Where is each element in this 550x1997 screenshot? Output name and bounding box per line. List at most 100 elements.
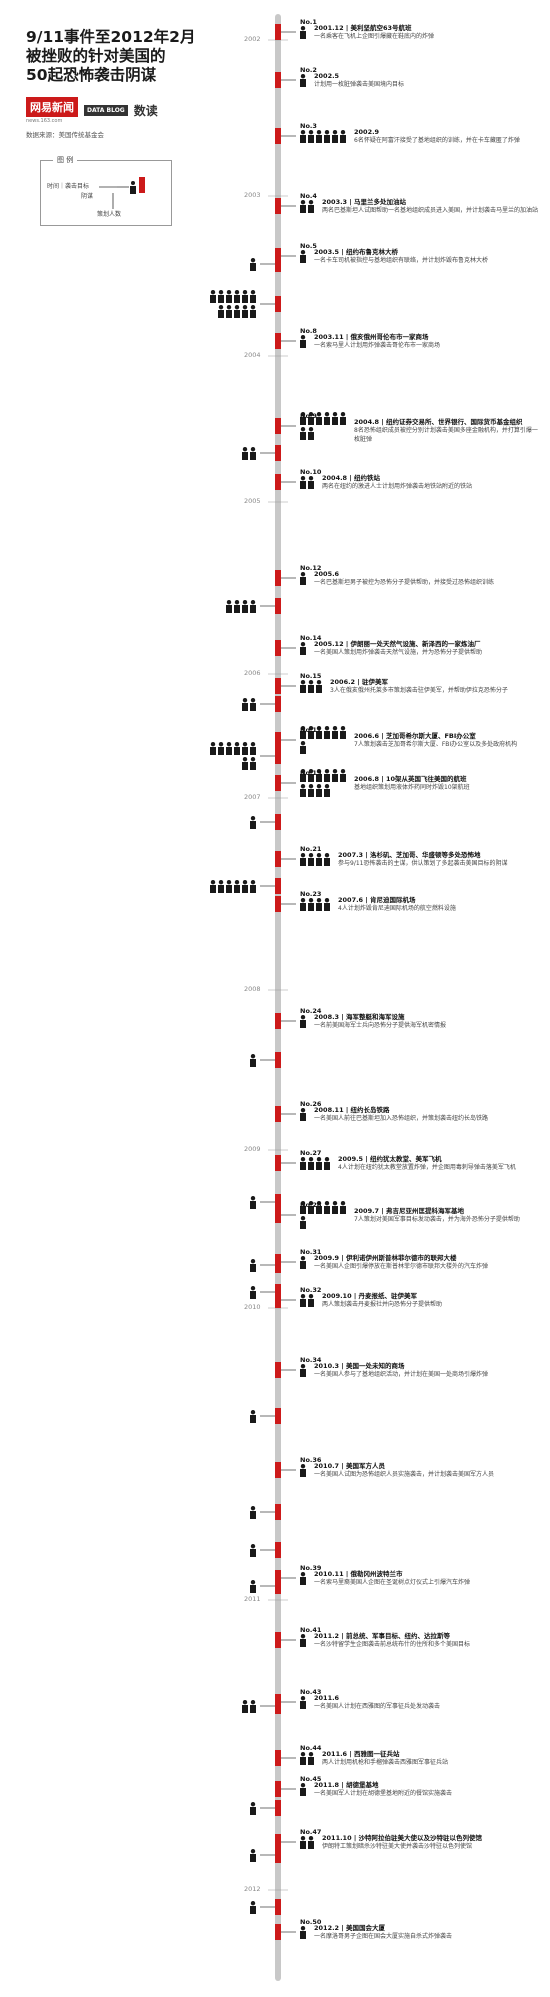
plotter-figure-head [300, 1752, 306, 1757]
plotter-figure-head [324, 412, 330, 417]
plotter-figure-head [308, 130, 314, 135]
plotter-figure-head [250, 258, 256, 263]
event-marker [275, 1052, 281, 1068]
plotter-figure-head [300, 784, 306, 789]
plotter-figure-body [210, 885, 216, 893]
event-marker [275, 814, 281, 830]
plotter-figure-head [300, 1696, 306, 1701]
event-description: 一名美国人策划用炸弹袭击天然气设施，并为恐怖分子提供帮助 [314, 649, 483, 656]
event-number: No.14 [300, 634, 322, 642]
year-label: 2003 [244, 191, 261, 199]
plotter-figure-head [308, 427, 314, 432]
plotter-figure-body [340, 417, 346, 425]
plotter-figure-body [250, 1201, 256, 1209]
plotter-figure-head [226, 305, 232, 310]
plotter-figure-head [210, 742, 216, 747]
event-description: 两名在纽约的激进人士计划用炸弹袭击地铁站附近的铁站 [322, 483, 473, 490]
plotter-figure-head [250, 1802, 256, 1807]
plotter-figure-body [332, 731, 338, 739]
plotter-figure-head [300, 1294, 306, 1299]
plotter-figure-body [300, 1162, 306, 1170]
plotter-figure-body [300, 1757, 306, 1765]
plotter-figure-body [242, 885, 248, 893]
plotter-figure-body [242, 1705, 248, 1713]
event-text: 2008.3 | 海军整艇和海军设施 一名前美国海军士兵向恐怖分子提供海军机密情报 [314, 1013, 542, 1031]
event-marker [275, 1504, 281, 1520]
plotter-figure-head [316, 130, 322, 135]
plotter-figure-head [316, 784, 322, 789]
netease-logo: 网易新闻 news.163.com [26, 97, 78, 124]
plotter-figure-head [316, 680, 322, 685]
plotter-figure-head [218, 290, 224, 295]
plotter-figure-body [300, 1788, 306, 1796]
event-description: 一名沙特留学生企图袭击前总统布什的住所和多个美国目标 [314, 1641, 471, 1648]
plotter-figure-body [226, 295, 232, 303]
plotter-figure-head [300, 642, 306, 647]
plotter-figure-head [316, 412, 322, 417]
event-marker [275, 896, 281, 912]
event-marker [275, 296, 281, 312]
event-number: No.50 [300, 1918, 322, 1926]
plotter-figure-head [300, 1572, 306, 1577]
event-marker [275, 1750, 281, 1766]
event-number: No.31 [300, 1248, 322, 1256]
event-marker [275, 1924, 281, 1940]
event-description: 基地组织策划用液体炸药同时炸毁10架航班 [354, 784, 470, 791]
plotter-figure-head [308, 853, 314, 858]
event-title: 2010.11 | 俄勒冈州波特兰市 [314, 1570, 403, 1578]
plotter-figure-head [242, 447, 248, 452]
plotter-figure-head [250, 305, 256, 310]
event-title: 2010.3 | 美国一处未知的商场 [314, 1362, 405, 1370]
plotter-figure-head [210, 290, 216, 295]
plotter-figure-body [324, 903, 330, 911]
plotter-figure-head [242, 757, 248, 762]
event-description: 3人在俄亥俄州托莱多市策划袭击驻伊美军，并帮助伊拉克恐怖分子 [330, 687, 508, 694]
plotter-figure-head [300, 1201, 306, 1206]
plotter-figure-head [300, 1836, 306, 1841]
plotter-figure-body [300, 1261, 306, 1269]
event-text: 2001.12 | 美利坚航空63号航班 一名乘客在飞机上企图引爆藏在鞋底内的炸弹 [314, 24, 542, 42]
plotter-figure-head [324, 726, 330, 731]
event-marker [275, 748, 281, 764]
event-number: No.21 [300, 845, 322, 853]
plotter-figure-body [242, 295, 248, 303]
event-text: 2007.6 | 肯尼迪国际机场 4人计划炸毁肯尼迪国际机场的航空燃料设施 [338, 896, 542, 914]
plotter-figure-body [332, 417, 338, 425]
plotter-figure-body [308, 1162, 314, 1170]
plotter-figure-head [300, 476, 306, 481]
plotter-figure-body [226, 310, 232, 318]
event-marker [275, 696, 281, 712]
plotter-figure-head [234, 600, 240, 605]
plotter-figure-body [300, 789, 306, 797]
plotter-figure-head [300, 1015, 306, 1020]
plotter-figure-head [316, 1201, 322, 1206]
event-number: No.27 [300, 1149, 322, 1157]
plotter-figure-body [250, 1854, 256, 1862]
event-marker [275, 1013, 281, 1029]
plotter-figure-body [234, 747, 240, 755]
event-text: 2006.2 | 驻伊美军 3人在俄亥俄州托莱多市策划袭击驻伊美军，并帮助伊拉克恐… [330, 678, 542, 696]
plotter-figure-body [316, 731, 322, 739]
event-description: 一名索马里裔美国人企图在圣诞树点灯仪式上引爆汽车炸弹 [314, 1579, 471, 1586]
plotter-figure-head [250, 1700, 256, 1705]
plotter-figure-body [250, 1291, 256, 1299]
plotter-figure-head [300, 1926, 306, 1931]
plotter-figure-body [316, 774, 322, 782]
event-marker [275, 333, 281, 349]
year-label: 2008 [244, 985, 261, 993]
plotter-figure-body [308, 731, 314, 739]
plotter-figure-body [300, 481, 306, 489]
event-text: 2003.3 | 马里兰多处加油站 两名巴基斯坦人试图帮助一名基地组织成员进入美国… [322, 198, 542, 216]
event-marker [275, 878, 281, 894]
plotter-figure-head [300, 1364, 306, 1369]
plotter-figure-body [316, 1162, 322, 1170]
plotter-figure-body [332, 1206, 338, 1214]
plotter-figure-head [332, 1201, 338, 1206]
plotter-figure-head [242, 880, 248, 885]
plotter-figure-head [324, 784, 330, 789]
event-title: 2006.2 | 驻伊美军 [330, 678, 388, 686]
plotter-figure-body [340, 774, 346, 782]
plotter-figure-body [250, 821, 256, 829]
event-text: 2011.6 | 西雅图一征兵站 两人计划用机枪和手榴弹袭击西雅图军事征兵站 [322, 1750, 542, 1768]
plotter-figure-head [250, 1849, 256, 1854]
